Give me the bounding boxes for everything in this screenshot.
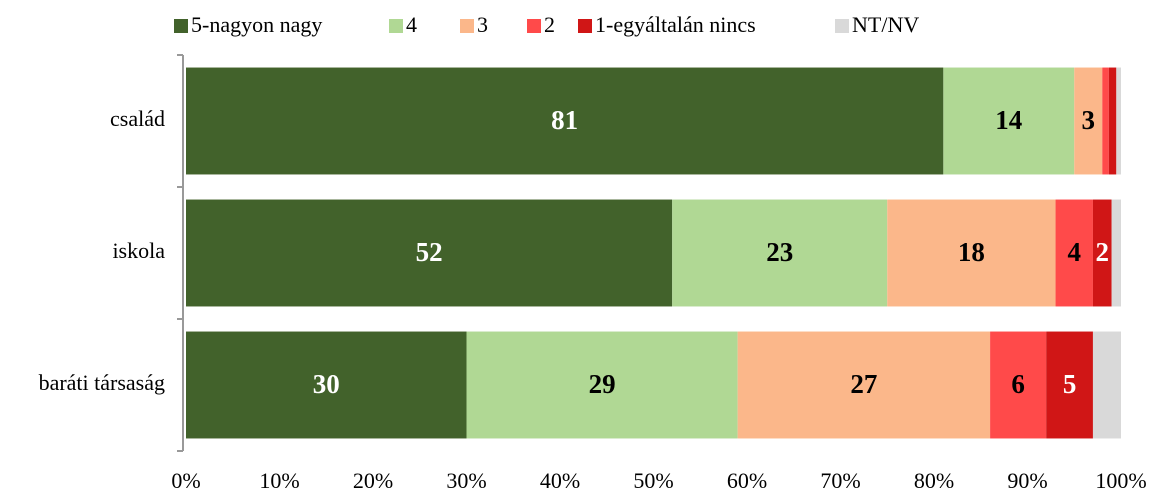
bar-segment	[1109, 68, 1116, 175]
x-tick-label: 80%	[914, 468, 954, 493]
value-label: 6	[1011, 369, 1025, 399]
x-tick-label: 0%	[171, 468, 200, 493]
x-tick-label: 90%	[1007, 468, 1047, 493]
legend-swatch	[460, 19, 474, 33]
value-label: 3	[1082, 105, 1096, 135]
legend-label: 2	[544, 12, 555, 37]
x-tick-label: 10%	[259, 468, 299, 493]
legend-swatch	[527, 19, 541, 33]
value-label: 2	[1096, 237, 1110, 267]
value-label: 81	[551, 105, 578, 135]
x-tick-label: 100%	[1095, 468, 1146, 493]
value-label: 5	[1063, 369, 1077, 399]
value-label: 30	[313, 369, 340, 399]
legend-swatch	[578, 19, 592, 33]
chart: 0% 10% 20% 30% 40% 50% 60% 70% 80% 90% 100% 5-nagyo…	[0, 0, 1161, 494]
bar-segment	[1112, 200, 1121, 307]
x-tick-label: 50%	[633, 468, 673, 493]
bar-segment	[1093, 332, 1121, 439]
value-label: 23	[766, 237, 793, 267]
value-label: 18	[958, 237, 985, 267]
x-tick-label: 70%	[820, 468, 860, 493]
legend-label: NT/NV	[852, 12, 919, 37]
value-label: 29	[589, 369, 616, 399]
x-tick-label: 40%	[540, 468, 580, 493]
legend-swatch	[389, 19, 403, 33]
value-label: 27	[850, 369, 877, 399]
value-label: 52	[416, 237, 443, 267]
x-tick-label: 20%	[353, 468, 393, 493]
legend-label: 5-nagyon nagy	[191, 12, 322, 37]
value-label: 14	[995, 105, 1022, 135]
bar-segment	[1102, 68, 1109, 175]
x-tick-label: 30%	[446, 468, 486, 493]
legend-swatch	[174, 19, 188, 33]
legend-label: 3	[477, 12, 488, 37]
category-label: család	[110, 106, 165, 131]
value-label: 4	[1068, 237, 1082, 267]
x-tick-label: 60%	[727, 468, 767, 493]
legend-label: 1-egyáltalán nincs	[595, 12, 756, 37]
category-label: baráti társaság	[39, 370, 165, 395]
legend-swatch	[835, 19, 849, 33]
category-label: iskola	[112, 238, 165, 263]
bar-segment	[1116, 68, 1121, 175]
legend-label: 4	[406, 12, 417, 37]
